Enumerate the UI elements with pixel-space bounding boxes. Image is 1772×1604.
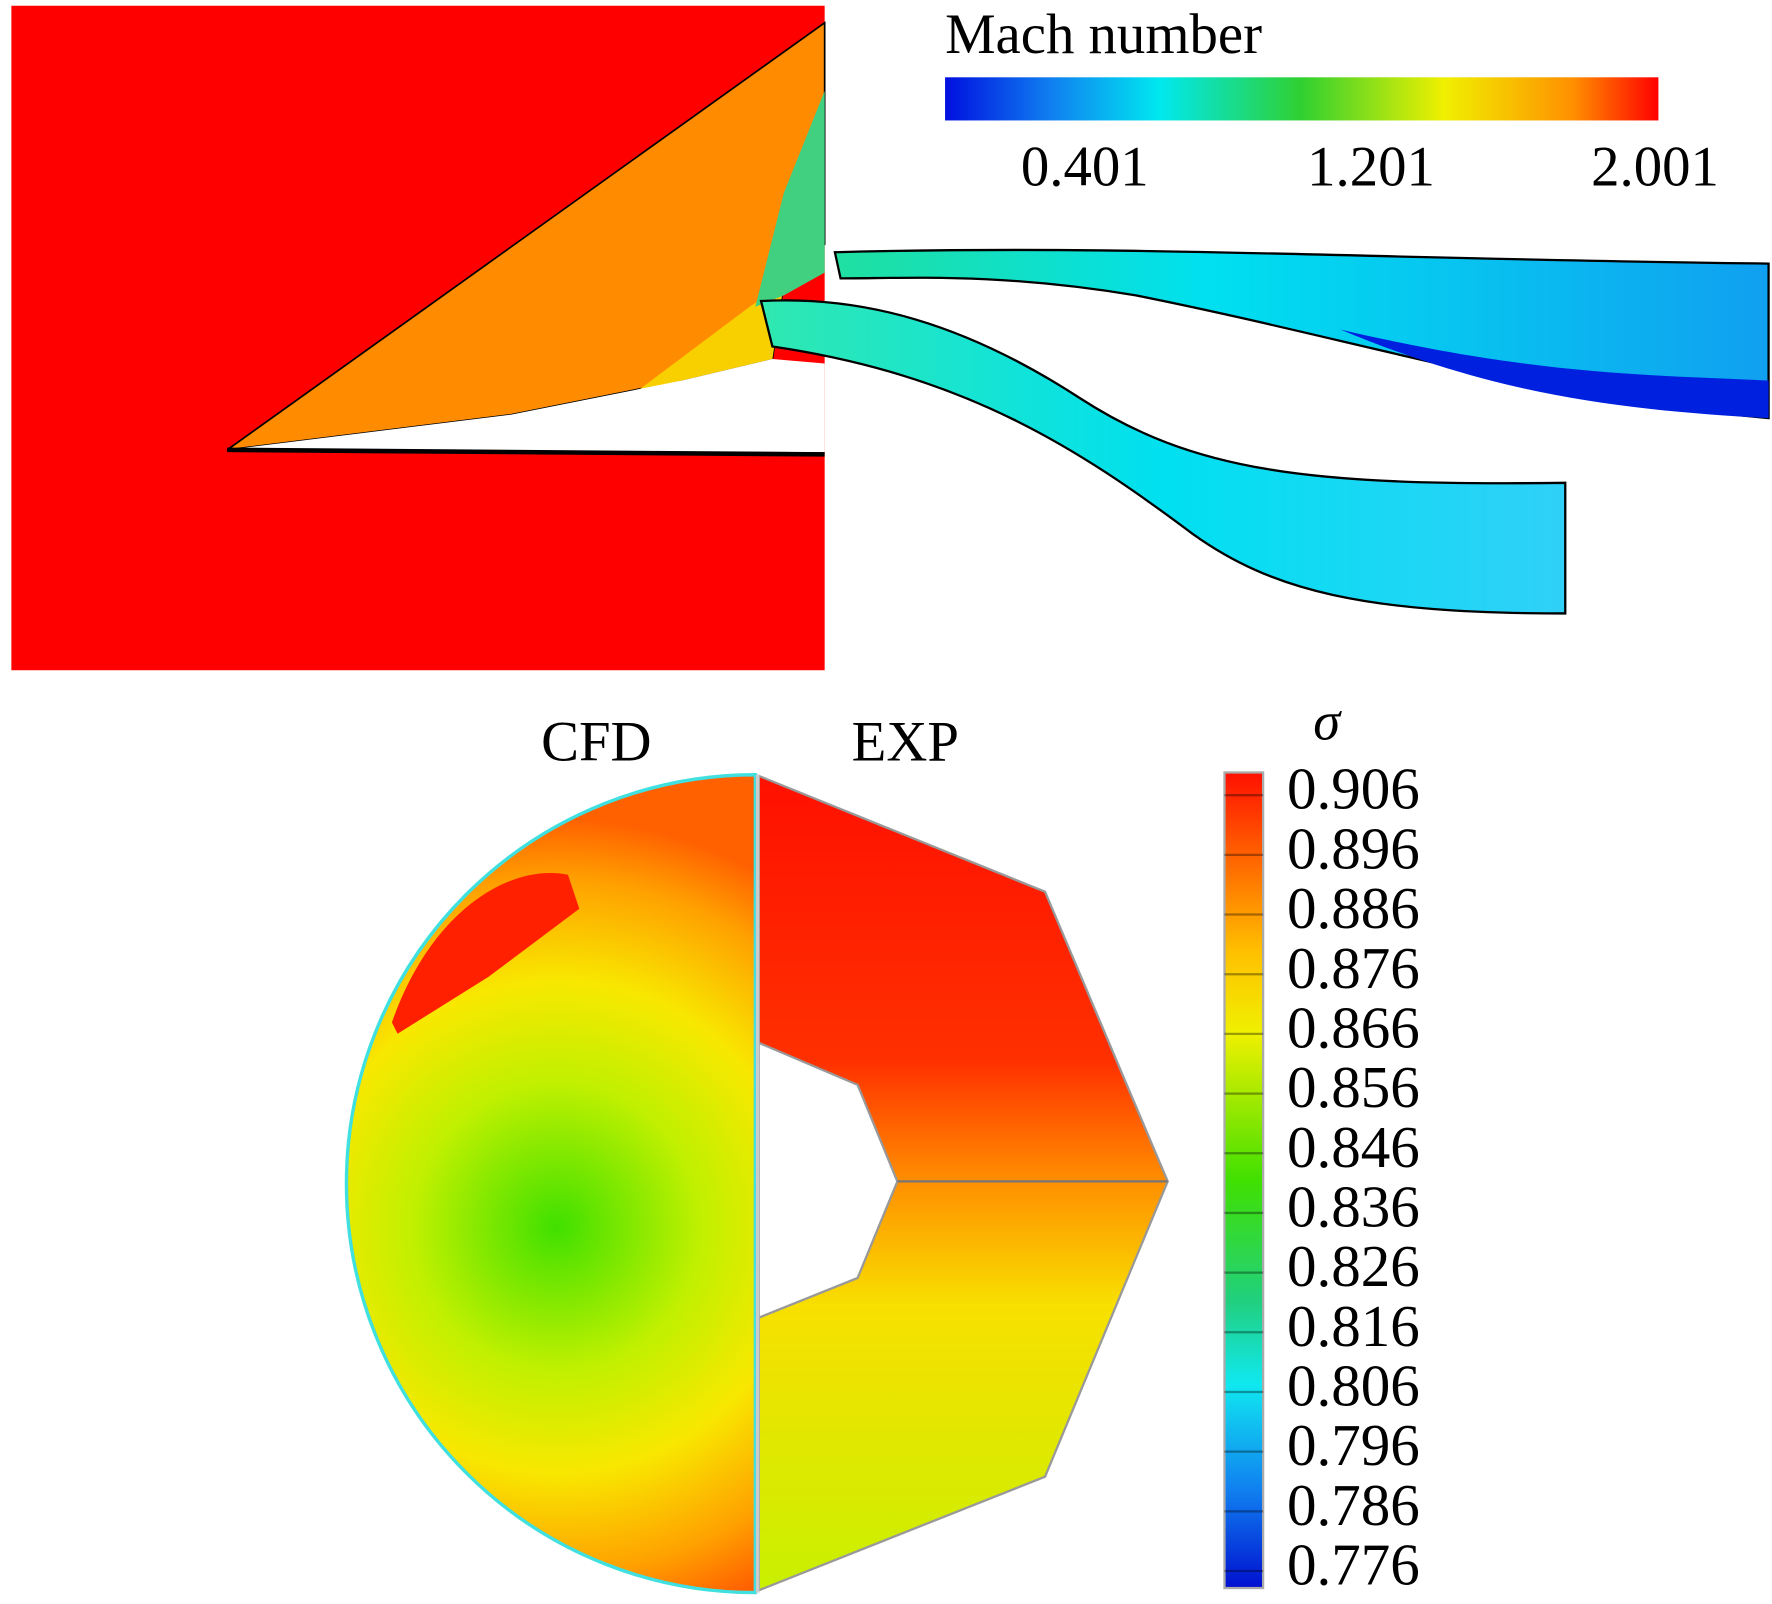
sigma-tick-label: 0.816	[1287, 1293, 1420, 1359]
sigma-tick-label: 0.876	[1287, 935, 1420, 1001]
cowl-lip	[227, 447, 825, 457]
cowl-gap	[227, 359, 825, 453]
sigma-tick-label: 0.796	[1287, 1412, 1420, 1478]
shock-region	[636, 284, 784, 392]
sigma-tick-label: 0.776	[1287, 1532, 1420, 1598]
exp-label: EXP	[852, 711, 959, 774]
sigma-tick-label: 0.906	[1287, 756, 1420, 822]
mach-tick-label: 0.401	[1021, 136, 1149, 199]
sigma-tick-label: 0.866	[1287, 994, 1420, 1060]
sigma-tick-label: 0.886	[1287, 875, 1420, 941]
sigma-title: σ	[1313, 691, 1342, 752]
lower-duct	[759, 299, 1567, 615]
mach-title: Mach number	[945, 3, 1262, 66]
cfd-label: CFD	[541, 711, 651, 774]
mach-tick-label: 1.201	[1307, 136, 1435, 199]
sigma-tick-label: 0.846	[1287, 1114, 1420, 1180]
mach-colorbar	[945, 77, 1659, 121]
exp-section	[757, 774, 1169, 1592]
mach-tick-label: 2.001	[1591, 136, 1719, 199]
sigma-tick-label: 0.806	[1287, 1353, 1420, 1419]
cfd-high-zone	[391, 873, 580, 1034]
low-mach-zone	[1340, 329, 1769, 419]
subsonic-region	[755, 90, 825, 307]
sigma-tick-label: 0.826	[1287, 1233, 1420, 1299]
sigma-tick-label: 0.856	[1287, 1054, 1420, 1120]
sigma-colorbar	[1223, 771, 1265, 1590]
sigma-tick-label: 0.836	[1287, 1173, 1420, 1239]
sigma-tick-label: 0.896	[1287, 815, 1420, 881]
sigma-tick-label: 0.786	[1287, 1472, 1420, 1538]
